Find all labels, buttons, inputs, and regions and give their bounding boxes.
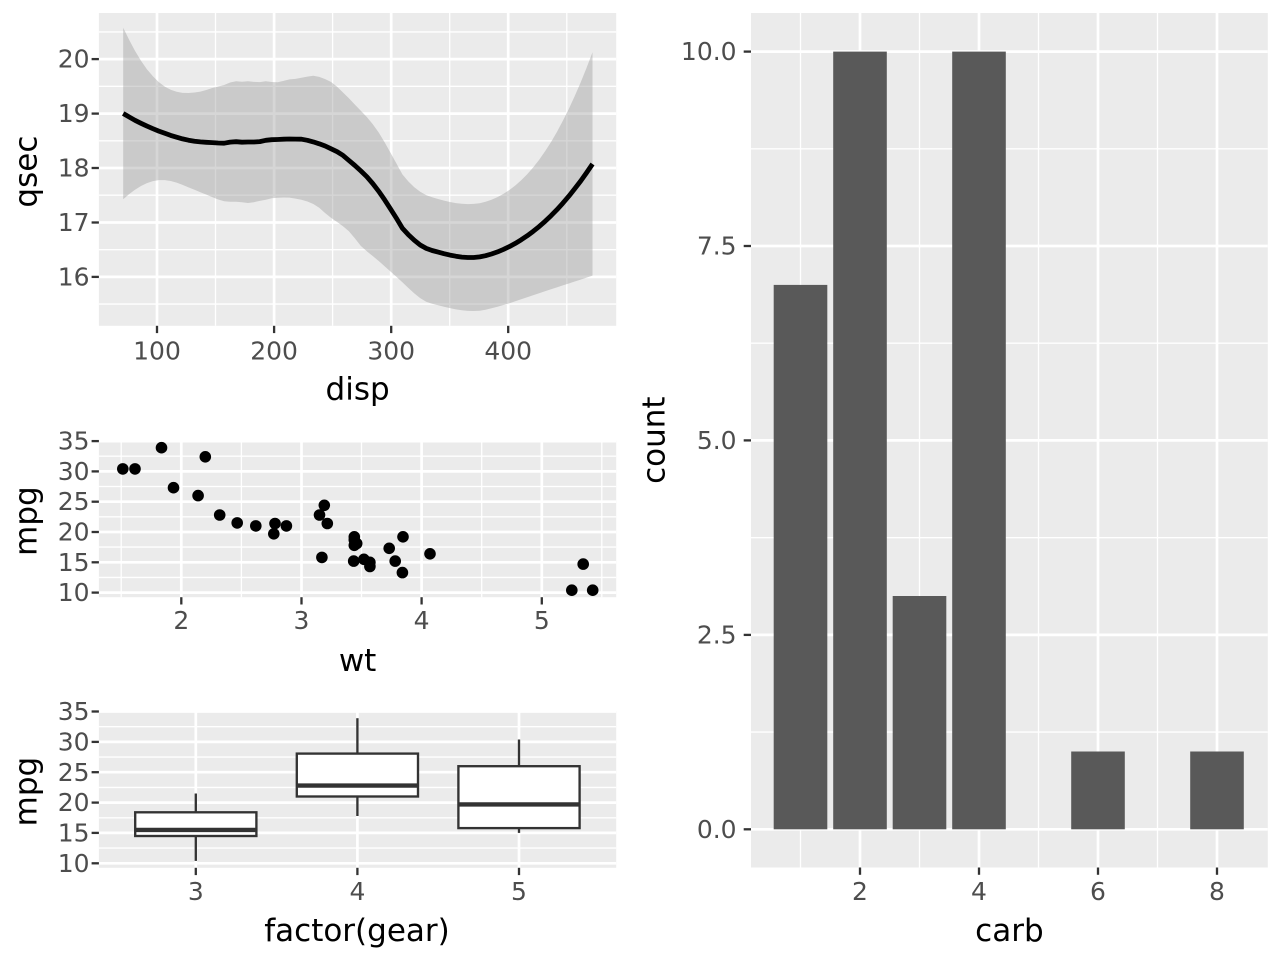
svg-text:100: 100 bbox=[133, 337, 181, 366]
svg-text:400: 400 bbox=[484, 337, 532, 366]
svg-text:19: 19 bbox=[58, 99, 90, 128]
svg-text:mpg: mpg bbox=[9, 757, 45, 827]
svg-text:10.0: 10.0 bbox=[681, 37, 737, 66]
svg-text:3: 3 bbox=[188, 877, 204, 906]
svg-text:5: 5 bbox=[511, 877, 527, 906]
svg-text:7.5: 7.5 bbox=[697, 232, 737, 261]
svg-text:count: count bbox=[637, 396, 673, 483]
svg-text:18: 18 bbox=[58, 154, 90, 183]
svg-text:0.0: 0.0 bbox=[697, 815, 737, 844]
svg-text:30: 30 bbox=[58, 457, 90, 486]
svg-text:4: 4 bbox=[971, 877, 987, 906]
svg-text:disp: disp bbox=[326, 371, 390, 407]
svg-text:4: 4 bbox=[414, 606, 430, 635]
svg-text:35: 35 bbox=[58, 427, 90, 456]
svg-text:3: 3 bbox=[294, 606, 310, 635]
svg-text:20: 20 bbox=[58, 788, 90, 817]
svg-text:25: 25 bbox=[58, 758, 90, 787]
svg-text:5.0: 5.0 bbox=[697, 426, 737, 455]
svg-text:25: 25 bbox=[58, 487, 90, 516]
svg-text:2: 2 bbox=[173, 606, 189, 635]
svg-text:2.5: 2.5 bbox=[697, 620, 737, 649]
svg-text:17: 17 bbox=[58, 208, 90, 237]
svg-text:2: 2 bbox=[852, 877, 868, 906]
svg-text:5: 5 bbox=[534, 606, 550, 635]
svg-text:mpg: mpg bbox=[9, 486, 45, 556]
svg-text:wt: wt bbox=[339, 643, 377, 679]
svg-text:20: 20 bbox=[58, 518, 90, 547]
svg-text:qsec: qsec bbox=[9, 136, 45, 208]
svg-text:10: 10 bbox=[58, 849, 90, 878]
svg-text:16: 16 bbox=[58, 263, 90, 292]
svg-text:200: 200 bbox=[250, 337, 298, 366]
svg-text:35: 35 bbox=[58, 697, 90, 726]
svg-text:6: 6 bbox=[1090, 877, 1106, 906]
svg-text:300: 300 bbox=[367, 337, 415, 366]
svg-text:4: 4 bbox=[349, 877, 365, 906]
svg-text:8: 8 bbox=[1209, 877, 1225, 906]
svg-text:factor(gear): factor(gear) bbox=[264, 913, 450, 949]
svg-text:30: 30 bbox=[58, 727, 90, 756]
svg-text:20: 20 bbox=[58, 45, 90, 74]
svg-text:15: 15 bbox=[58, 548, 90, 577]
svg-text:10: 10 bbox=[58, 578, 90, 607]
svg-text:carb: carb bbox=[975, 913, 1043, 949]
svg-text:15: 15 bbox=[58, 819, 90, 848]
